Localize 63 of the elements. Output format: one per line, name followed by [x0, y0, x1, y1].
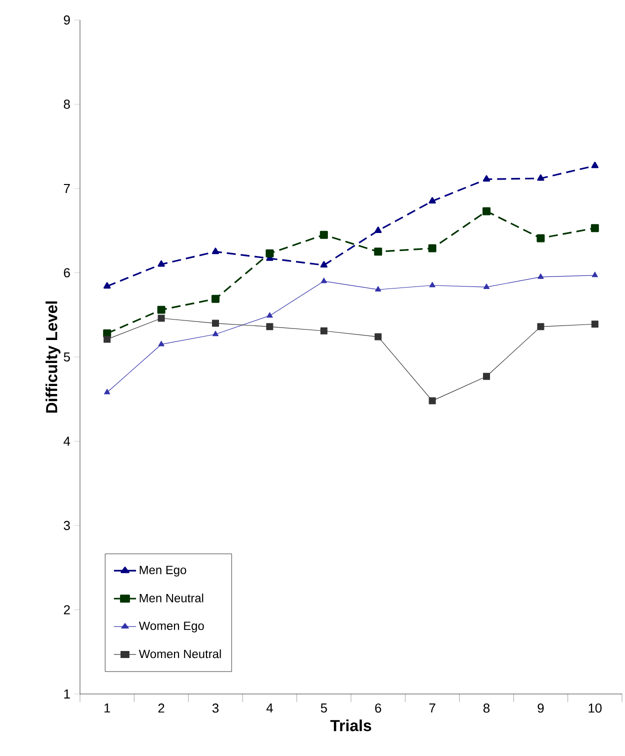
- point: [537, 174, 544, 181]
- point: [212, 330, 219, 336]
- point: [483, 284, 490, 289]
- point: [483, 372, 490, 380]
- point: [104, 282, 111, 289]
- point: [592, 272, 598, 278]
- point: [374, 333, 382, 340]
- point: [212, 294, 220, 303]
- point: [266, 323, 274, 330]
- point: [428, 397, 436, 404]
- point: [538, 273, 544, 279]
- y-tick-label: 7: [64, 184, 70, 193]
- point: [104, 388, 110, 394]
- y-tick-label: 2: [64, 605, 70, 614]
- y-tick-label: 6: [64, 268, 70, 278]
- y-tick-label: 9: [64, 15, 70, 25]
- point: [374, 248, 382, 256]
- x-tick-label: 2: [158, 704, 164, 713]
- point: [320, 278, 327, 284]
- point: [375, 286, 382, 292]
- point: [482, 175, 490, 182]
- point: [482, 207, 491, 216]
- y-tick-label: 3: [64, 520, 70, 530]
- point: [212, 248, 220, 254]
- legend-label: Women Neutral: [138, 649, 221, 658]
- x-tick-label: 1: [104, 704, 110, 712]
- point: [266, 249, 274, 258]
- point: [374, 226, 382, 234]
- legend-label: Men Ego: [140, 566, 186, 577]
- y-tick-label: 8: [64, 100, 70, 109]
- point: [104, 336, 111, 343]
- point: [320, 230, 328, 239]
- x-tick-label: 6: [375, 704, 382, 713]
- y-tick-label: 5: [64, 352, 70, 362]
- legend-label: Women Ego: [138, 622, 204, 632]
- point: [591, 162, 598, 168]
- x-tick-label: 5: [320, 704, 327, 713]
- x-tick-label: 10: [588, 704, 602, 713]
- point: [158, 340, 164, 346]
- point: [428, 244, 436, 252]
- y-tick-label: 1: [64, 690, 70, 698]
- point: [266, 312, 273, 318]
- point: [537, 323, 544, 330]
- point: [158, 260, 165, 267]
- x-tick-label: 4: [266, 704, 273, 712]
- x-tick-label: 3: [212, 704, 219, 713]
- point: [157, 306, 166, 314]
- point: [428, 197, 436, 204]
- point: [158, 314, 165, 322]
- legend-label: Men Neutral: [140, 594, 204, 602]
- point: [591, 320, 598, 328]
- point: [429, 282, 436, 288]
- y-axis-title: Difficulty Level: [46, 301, 60, 413]
- point: [590, 224, 599, 232]
- point: [320, 327, 328, 334]
- x-tick-label: 9: [538, 704, 544, 713]
- x-tick-label: 8: [483, 704, 490, 713]
- point: [320, 261, 328, 268]
- point: [536, 234, 545, 242]
- x-axis-title: Trials: [330, 720, 372, 732]
- x-tick-label: 7: [429, 704, 436, 712]
- y-tick-label: 4: [64, 436, 70, 446]
- point: [212, 320, 219, 327]
